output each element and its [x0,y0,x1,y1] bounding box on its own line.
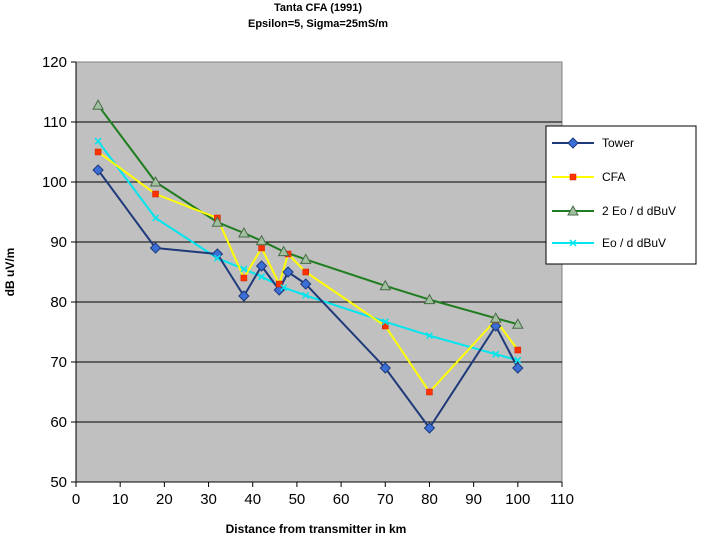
y-tick-label: 60 [50,414,67,431]
series-line-0 [97,169,519,429]
data-point-s0-8 [379,362,391,374]
x-tick-label: 30 [200,491,217,508]
y-tick-label: 110 [43,114,67,131]
data-point-s2-2 [211,216,224,227]
data-point-s2-1 [149,175,162,187]
data-point-s3-0 [94,137,102,145]
data-point-s2-10 [511,318,524,329]
data-point-s0-6 [282,266,294,278]
legend-label: CFA [602,170,625,184]
data-point-s3-9 [492,350,500,358]
axes: 50 60 70 80 90 100 110 120 0 10 20 30 40 50 60 70 80 90 10… [42,54,574,508]
data-point-s0-0 [92,164,104,176]
data-point-s1-8 [382,322,389,330]
data-point-s2-7 [379,279,392,291]
y-tick-label: 100 [42,174,67,191]
data-point-s1-5 [275,280,283,288]
data-point-s0-4 [255,260,268,272]
chart-subtitle: Epsilon=5, Sigma=25mS/m [248,18,388,30]
x-tick-label: 60 [333,491,350,508]
y-tick-label: 70 [50,354,67,371]
x-tick-label: 10 [112,491,129,508]
legend-item-1: CFA [552,170,625,184]
y-tick-label: 120 [42,54,67,71]
data-point-s2-4 [255,234,268,246]
x-tick-label: 80 [421,491,438,508]
y-tick-label: 80 [50,294,67,311]
x-tick-label: 100 [505,491,530,508]
data-point-s0-1 [149,242,162,254]
data-point-s1-7 [302,268,309,276]
data-point-s3-3 [240,265,248,273]
x-axis-label: Distance from transmitter in km [226,522,407,536]
data-point-s2-5 [277,245,290,257]
data-point-s3-8 [425,332,433,340]
legend-marker-2 [567,204,579,216]
plot-area [75,61,563,483]
data-point-s0-7 [300,278,312,290]
legend-label: Eo / d dBuV [602,236,666,250]
data-point-s1-3 [240,274,248,282]
legend-item-3: Eo / d dBuV [552,236,666,250]
data-point-s1-0 [94,148,102,156]
x-tick-label: 0 [72,491,80,508]
legend-marker-3 [569,239,577,247]
marker-group [92,99,524,434]
data-point-s3-2 [213,254,221,262]
legend-item-2: 2 Eo / d dBuV [552,204,676,218]
data-point-s3-6 [302,291,310,299]
x-tick-label: 50 [289,491,306,508]
legend-marker-1 [569,173,577,181]
data-point-s3-5 [280,284,288,292]
data-point-s1-4 [258,244,265,252]
data-point-s0-11 [512,362,524,374]
legend-label: 2 Eo / d dBuV [602,204,676,218]
data-point-s2-0 [92,99,104,110]
x-tick-label: 110 [550,491,574,508]
data-point-s0-10 [490,320,502,332]
data-point-s2-8 [423,293,436,305]
data-point-s2-9 [489,312,502,323]
y-tick-label: 90 [50,234,67,251]
data-point-s3-7 [381,318,389,326]
data-point-s3-10 [514,356,522,364]
series-line-1 [97,151,519,393]
data-point-s0-3 [238,290,250,302]
x-tick-label: 90 [465,491,482,508]
data-point-s2-3 [238,226,250,238]
y-tick-label: 50 [50,474,67,491]
legend: Tower CFA 2 Eo / d dBuV Eo / d dBuV [545,125,697,265]
x-tick-label: 20 [156,491,173,508]
legend-marker-0 [567,137,579,149]
x-tick-label: 70 [377,491,394,508]
data-point-s3-4 [258,273,266,281]
legend-item-0: Tower [552,136,634,150]
data-point-s1-11 [514,346,522,354]
data-point-s1-9 [426,388,433,396]
legend-label: Tower [602,136,634,150]
x-tick-label: 40 [244,491,261,508]
chart-title: Tanta CFA (1991) [274,2,362,14]
data-point-s3-1 [151,214,160,222]
data-point-s1-1 [152,190,159,198]
data-point-s0-9 [423,422,436,434]
y-axis-label: dB uV/m [3,248,17,297]
data-point-s2-6 [299,253,312,264]
